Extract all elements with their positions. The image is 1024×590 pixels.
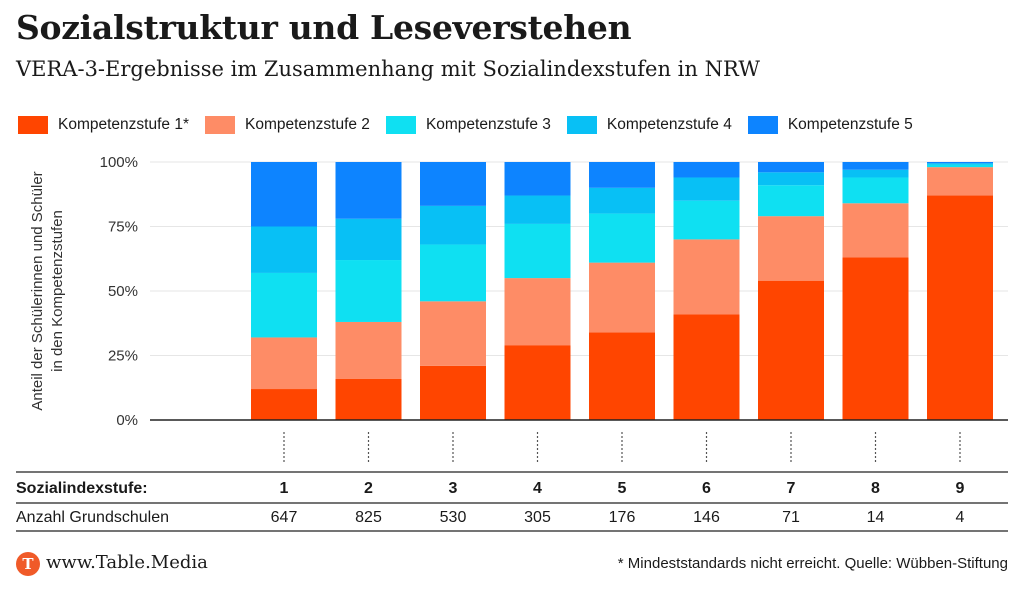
y-tick-label: 25% [108,348,138,365]
x-tick-label: 5 [618,480,627,497]
bar-segment [673,200,740,240]
y-axis-label: Anteil der Schülerinnen und Schüler [29,171,46,410]
bar-segment [758,162,824,173]
school-count: 146 [693,509,720,526]
bar-segment [673,177,740,201]
legend-label-5: Kompetenzstufe 5 [787,116,913,133]
x-tick-label: 8 [871,480,880,497]
bar-segment [335,378,402,420]
bar-segment [420,301,486,366]
legend-swatch-3 [385,116,416,134]
chart-subtitle: VERA-3-Ergebnisse im Zusammenhang mit So… [16,57,760,81]
bar-segment [589,162,655,188]
legend-label-3: Kompetenzstufe 3 [425,116,551,133]
bar-segment [335,218,402,261]
bar-segment [335,260,402,322]
bar-segment [504,195,571,224]
bar-segment [927,164,993,168]
legend-item-2: Kompetenzstufe 2 [204,116,370,134]
legend-swatch-2 [204,116,235,134]
x-tick-label: 1 [280,480,289,497]
x-tick-label: 2 [364,480,373,497]
bar-segment [420,205,486,245]
legend-item-4: Kompetenzstufe 4 [566,116,732,134]
x-tick-label: 9 [956,480,965,497]
bar-segment [251,162,317,227]
bar-segment [842,203,909,258]
bar-segment [420,162,486,206]
bar-segment [927,167,993,196]
bar-segment [335,162,402,219]
chart-title: Sozialstruktur und Leseverstehen [16,8,632,47]
bar-segment [251,272,317,338]
legend-swatch-1 [18,116,48,134]
y-tick-label: 100% [100,154,138,171]
bar-segment [758,185,824,217]
school-count: 647 [271,509,298,526]
legend-item-5: Kompetenzstufe 5 [747,116,913,134]
bar-segment [758,216,824,281]
bar-segment [927,163,993,165]
footer-note: * Mindeststandards nicht erreicht. Quell… [617,555,1008,572]
bar-segment [927,162,993,164]
bar-segment [504,278,571,346]
school-count: 825 [355,509,382,526]
school-count: 530 [440,509,467,526]
bar-segment [673,162,740,178]
school-count: 305 [524,509,551,526]
bar-segment [504,162,571,196]
y-tick-label: 0% [116,412,138,429]
table-media-logo: T [16,552,40,576]
bar-segment [420,365,486,420]
school-count: 71 [782,509,800,526]
table-row-label-count: Anzahl Grundschulen [16,509,169,526]
bar-segment [589,332,655,420]
x-tick-label: 3 [449,480,458,497]
bar-segment [927,195,993,420]
bar-segment [589,262,655,333]
legend-label-1: Kompetenzstufe 1* [58,116,189,133]
bar-segment [589,213,655,263]
legend-item-1: Kompetenzstufe 1* [18,116,189,134]
bar-segment [758,280,824,420]
bar-segment [673,314,740,420]
legend-swatch-5 [747,116,778,134]
y-axis-label: in den Kompetenzstufen [49,210,66,372]
bar-segment [251,337,317,390]
bar-segment [673,239,740,315]
x-tick-label: 6 [702,480,711,497]
bar-segment [420,244,486,302]
bar-segment [251,226,317,273]
x-tick-label: 7 [787,480,796,497]
bar-segment [842,162,909,170]
school-count: 14 [867,509,885,526]
bar-segment [842,257,909,420]
x-tick-label: 4 [533,480,542,497]
bar-segment [758,172,824,186]
legend-label-4: Kompetenzstufe 4 [606,116,732,133]
footer-site: www.Table.Media [46,552,208,573]
legend-label-2: Kompetenzstufe 2 [244,116,370,133]
bar-segment [504,345,571,420]
bar-segment [335,321,402,379]
table-row-label-category: Sozialindexstufe: [16,480,148,497]
school-count: 4 [956,509,965,526]
bar-segment [842,177,909,204]
y-tick-label: 75% [108,219,138,236]
bar-segment [842,169,909,178]
legend-item-3: Kompetenzstufe 3 [385,116,551,134]
school-count: 176 [609,509,636,526]
bar-segment [251,389,317,420]
bar-segment [589,187,655,214]
legend-swatch-4 [566,116,597,134]
bar-segment [504,223,571,279]
legend: Kompetenzstufe 1* Kompetenzstufe 2 Kompete… [18,115,929,135]
y-tick-label: 50% [108,283,138,300]
